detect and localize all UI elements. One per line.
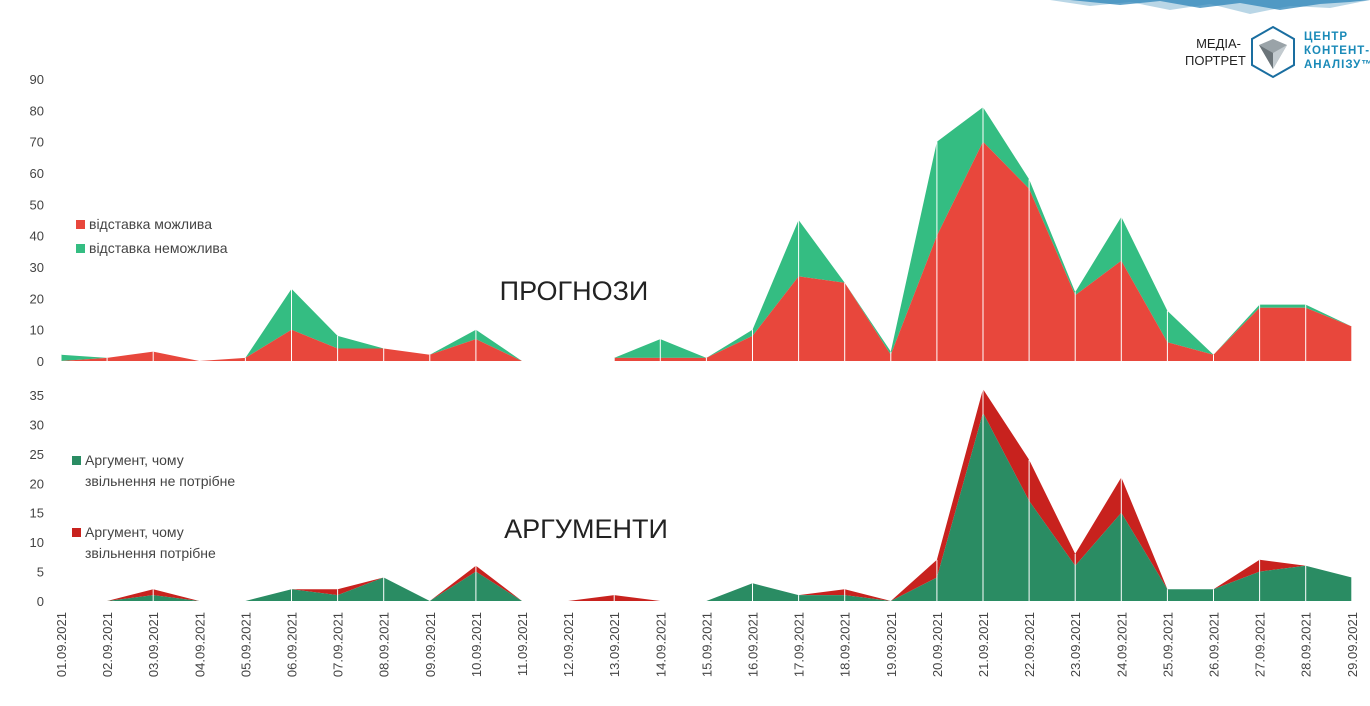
x-axis: 01.09.2021 02.09.2021 03.09.2021 04.09.2021… [54, 612, 1360, 677]
x-tick-label: 25.09.2021 [1160, 612, 1175, 677]
y-tick-label: 0 [37, 594, 44, 609]
y-tick-label: 25 [30, 447, 44, 462]
y-tick-label: 30 [30, 260, 44, 275]
x-tick-label: 18.09.2021 [838, 612, 853, 677]
logo-label-line2: ПОРТРЕТ [1185, 53, 1246, 68]
legend-label: звільнення не потрібне [85, 473, 235, 489]
y-tick-label: 30 [30, 417, 44, 432]
decorative-header-band [1050, 0, 1370, 18]
x-tick-label: 14.09.2021 [653, 612, 668, 677]
x-tick-label: 12.09.2021 [561, 612, 576, 677]
x-tick-label: 15.09.2021 [699, 612, 714, 677]
logo-brand-text: ЦЕНТР КОНТЕНТ- АНАЛІЗУ™ [1304, 30, 1370, 72]
legend-label: Аргумент, чому [85, 524, 184, 540]
legend-swatch [76, 220, 85, 229]
x-tick-label: 20.09.2021 [930, 612, 945, 677]
x-tick-label: 02.09.2021 [100, 612, 115, 677]
x-tick-label: 21.09.2021 [976, 612, 991, 677]
x-tick-label: 09.09.2021 [423, 612, 438, 677]
y-tick-label: 50 [30, 197, 44, 212]
chart-title: ПРОГНОЗИ [500, 276, 649, 306]
y-tick-label: 35 [30, 388, 44, 403]
y-tick-label: 80 [30, 103, 44, 118]
area-series-2-1 [107, 412, 1352, 601]
y-tick-label: 60 [30, 166, 44, 181]
x-tick-label: 28.09.2021 [1299, 612, 1314, 677]
area-series-2-2 [107, 389, 1352, 601]
legend-label: відставка неможлива [89, 240, 228, 256]
x-tick-label: 07.09.2021 [331, 612, 346, 677]
x-tick-label: 22.09.2021 [1022, 612, 1037, 677]
y-tick-label: 10 [30, 323, 44, 338]
y-tick-label: 40 [30, 229, 44, 244]
y-tick-label: 0 [37, 354, 44, 369]
y-tick-label: 20 [30, 476, 44, 491]
media-portrait-logo: МЕДІА- ПОРТРЕТ ЦЕНТР КОНТЕНТ- АНАЛІЗУ™ [1185, 25, 1370, 80]
y-tick-label: 5 [37, 565, 44, 580]
chart-panel-1: 90 80 70 60 50 40 30 20 10 0 ПРОГНОЗИ відставка мож… [30, 72, 1353, 369]
x-tick-label: 10.09.2021 [469, 612, 484, 677]
x-tick-label: 04.09.2021 [192, 612, 207, 677]
legend-swatch [72, 528, 81, 537]
x-tick-label: 16.09.2021 [746, 612, 761, 677]
logo-brand-line1: ЦЕНТР [1304, 31, 1349, 43]
legend-swatch [76, 244, 85, 253]
y-tick-label: 20 [30, 291, 44, 306]
legend-label: Аргумент, чому [85, 452, 184, 468]
y-tick-label: 15 [30, 506, 44, 521]
x-tick-label: 24.09.2021 [1114, 612, 1129, 677]
legend-swatch [72, 456, 81, 465]
legend-label: звільнення потрібне [85, 545, 216, 561]
x-tick-label: 27.09.2021 [1253, 612, 1268, 677]
x-tick-label: 01.09.2021 [54, 612, 69, 677]
chart-title: АРГУМЕНТИ [504, 514, 668, 544]
x-tick-label: 17.09.2021 [792, 612, 807, 677]
y-tick-label: 70 [30, 135, 44, 150]
x-tick-label: 03.09.2021 [146, 612, 161, 677]
logo-brand-line3: АНАЛІЗУ™ [1304, 59, 1370, 71]
y-tick-label: 10 [30, 535, 44, 550]
x-tick-label: 13.09.2021 [607, 612, 622, 677]
x-tick-label: 05.09.2021 [238, 612, 253, 677]
logo-label-line1: МЕДІА- [1196, 36, 1241, 51]
x-tick-label: 26.09.2021 [1207, 612, 1222, 677]
logo-brand-line2: КОНТЕНТ- [1304, 45, 1370, 57]
chart-panel-2: 35 30 25 20 15 10 5 0 АРГУМЕНТИ Аргумент, чому зві… [30, 388, 1353, 609]
x-tick-label: 23.09.2021 [1068, 612, 1083, 677]
legend-label: відставка можлива [89, 216, 212, 232]
x-tick-label: 06.09.2021 [285, 612, 300, 677]
logo-label: МЕДІА- ПОРТРЕТ [1185, 35, 1246, 69]
hexagon-shield-icon [1249, 25, 1297, 79]
x-tick-label: 19.09.2021 [884, 612, 899, 677]
x-tick-label: 29.09.2021 [1345, 612, 1360, 677]
x-tick-label: 08.09.2021 [377, 612, 392, 677]
y-tick-label: 90 [30, 72, 44, 87]
x-tick-label: 11.09.2021 [515, 612, 530, 676]
